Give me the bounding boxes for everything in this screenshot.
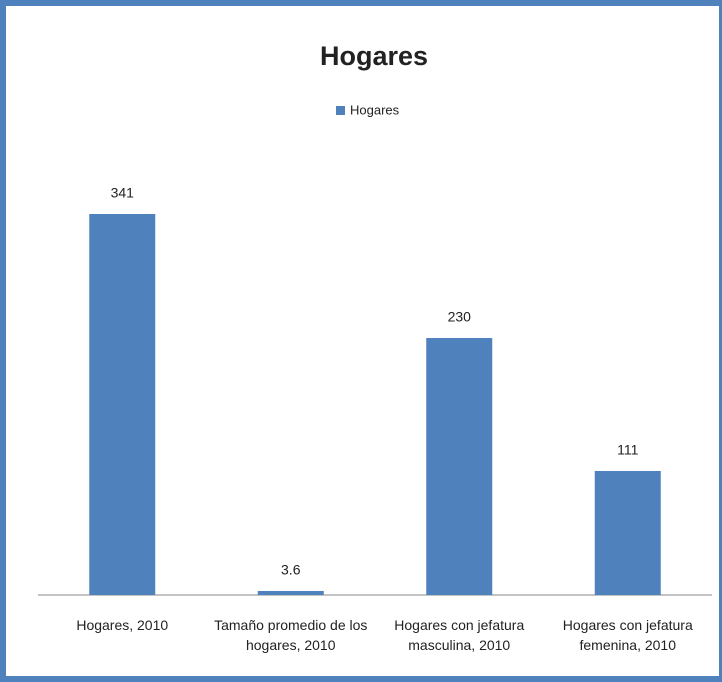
x-tick-label: Tamaño promedio de los hogares, 2010: [214, 617, 368, 653]
x-tick-label: Hogares con jefatura femenina, 2010: [562, 617, 693, 653]
bar: [594, 470, 661, 595]
bar: [426, 338, 493, 595]
legend-swatch: [336, 106, 345, 115]
data-label: 3.6: [281, 562, 301, 578]
x-tick-label: Hogares con jefatura masculina, 2010: [394, 617, 525, 653]
data-label: 111: [617, 442, 638, 458]
chart-title: Hogares: [320, 41, 428, 71]
data-label: 341: [111, 185, 135, 201]
data-label: 230: [448, 309, 472, 325]
bar: [89, 214, 156, 595]
bar: [257, 590, 324, 595]
x-tick-label: Hogares, 2010: [76, 617, 169, 633]
legend-label: Hogares: [350, 102, 400, 117]
chart: Hogares Hogares 341 3.6 230 111: [38, 41, 712, 596]
